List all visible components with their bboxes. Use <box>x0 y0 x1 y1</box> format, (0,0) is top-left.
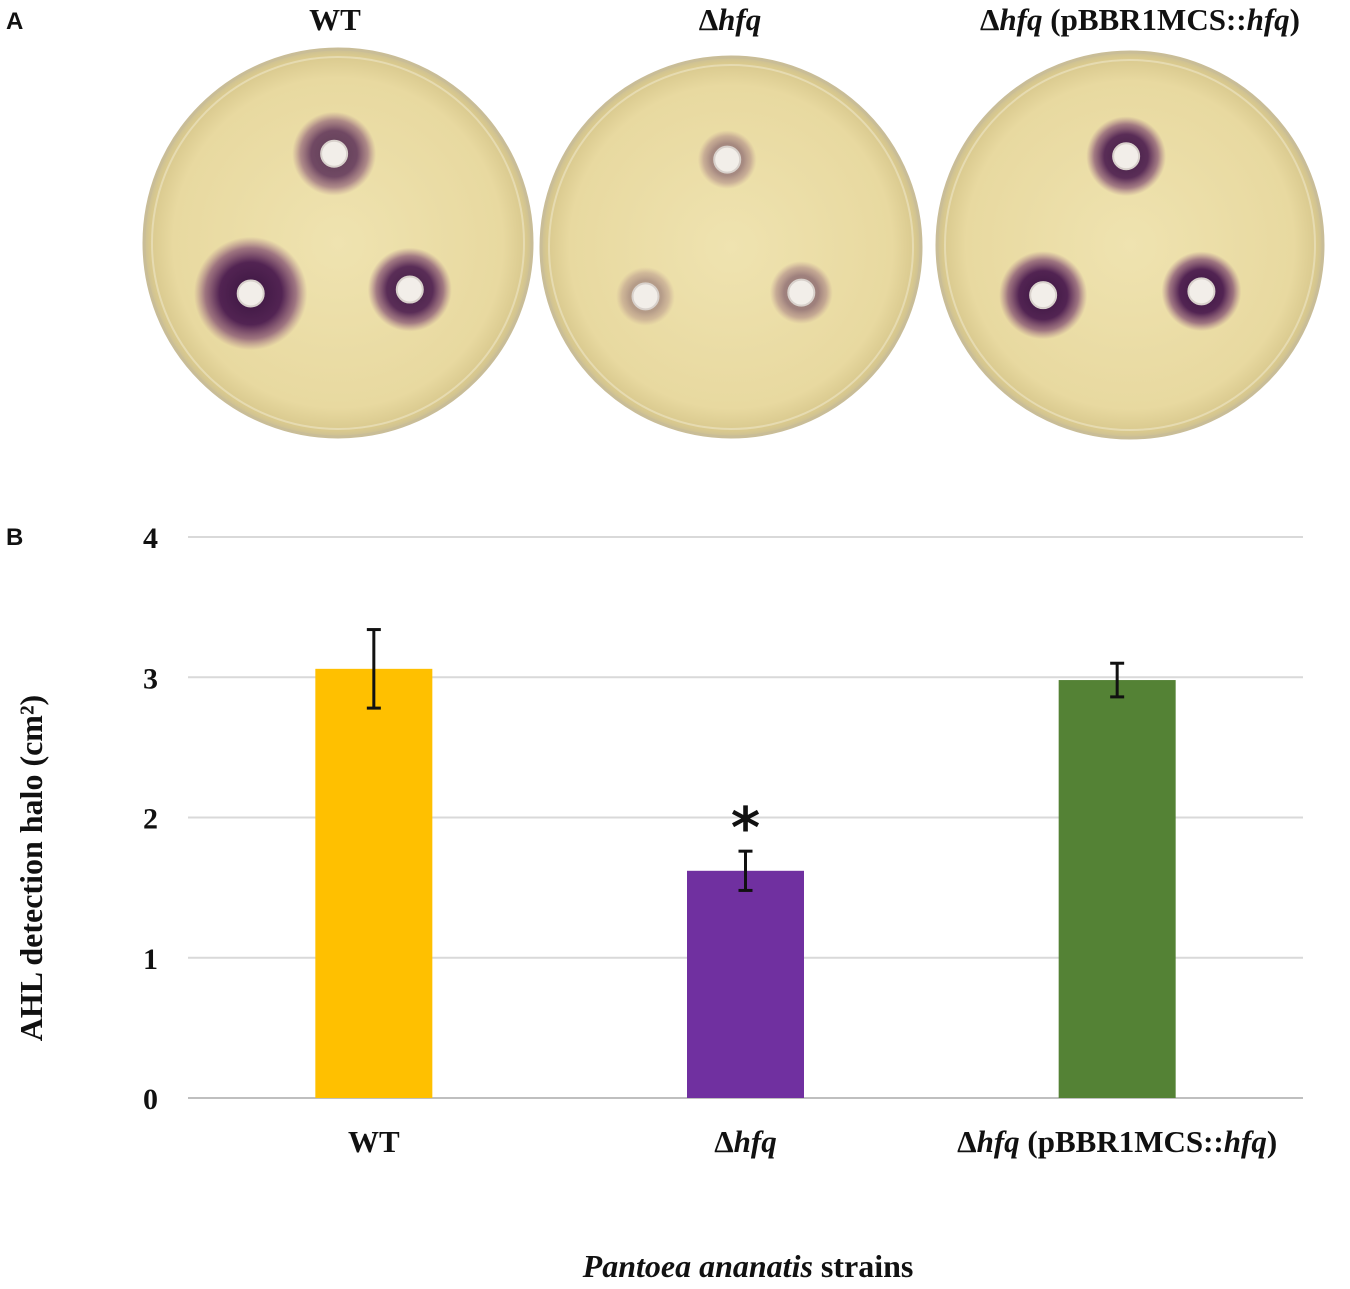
plate-rim <box>151 56 525 430</box>
sample-well <box>631 282 660 311</box>
panel-b-letter: B <box>6 524 24 551</box>
bar <box>315 668 433 1098</box>
error-bar <box>366 628 381 710</box>
plate-label-hfq-gene: hfq <box>718 2 762 37</box>
x-axis-title-suffix: strains <box>813 1248 913 1284</box>
sample-well <box>1029 281 1058 310</box>
petri-plates-image <box>142 47 1325 440</box>
y-tick-label: 1 <box>143 943 158 976</box>
error-bar <box>738 849 753 892</box>
significance-asterisk: * <box>731 796 760 861</box>
plate-agar <box>142 47 534 439</box>
sample-well <box>1187 277 1216 306</box>
y-axis-title: AHL detection halo (cm²) <box>13 695 49 1041</box>
plate-label-hfq: Δhfq <box>620 2 840 38</box>
x-tick-label: WT <box>348 1124 400 1159</box>
plate-label-complemented: Δhfq (pBBR1MCS::hfq) <box>930 2 1350 38</box>
sample-well <box>713 145 742 174</box>
plate-label-comp-gene: hfq <box>999 2 1043 37</box>
plate-label-comp-gene2: hfq <box>1246 2 1290 37</box>
x-tick-label: Δhfq <box>714 1124 777 1159</box>
sample-well <box>236 279 265 308</box>
plate-agar <box>935 50 1325 440</box>
plate-label-comp-close: ) <box>1289 2 1300 37</box>
petri-plate <box>142 47 534 439</box>
sample-well <box>395 275 424 304</box>
sample-well <box>1112 142 1141 171</box>
plate-label-wt-text: WT <box>309 2 361 37</box>
y-tick-label: 3 <box>143 662 158 695</box>
sample-well <box>320 139 349 168</box>
plate-label-comp-plasmid: (pBBR1MCS:: <box>1042 2 1247 37</box>
petri-plate <box>935 50 1325 440</box>
plate-agar <box>539 55 923 439</box>
plate-label-hfq-delta: Δ <box>698 2 719 37</box>
y-tick-label: 0 <box>143 1083 158 1116</box>
bar <box>1058 680 1176 1098</box>
x-axis-title: Pantoea ananatis strains <box>582 1248 914 1284</box>
plate-rim <box>944 59 1316 431</box>
bar <box>687 870 804 1098</box>
sample-well <box>787 278 816 307</box>
plate-label-wt: WT <box>260 2 410 38</box>
petri-plate <box>539 55 923 439</box>
x-axis-title-species: Pantoea ananatis <box>582 1248 813 1284</box>
x-tick-label: Δhfq (pBBR1MCS::hfq) <box>957 1124 1277 1159</box>
y-tick-label: 2 <box>143 803 158 836</box>
error-bar <box>1110 661 1125 699</box>
y-tick-label: 4 <box>143 522 158 555</box>
plate-label-comp-delta: Δ <box>979 2 1000 37</box>
panel-a-letter: A <box>6 8 24 35</box>
plate-rim <box>548 64 914 430</box>
